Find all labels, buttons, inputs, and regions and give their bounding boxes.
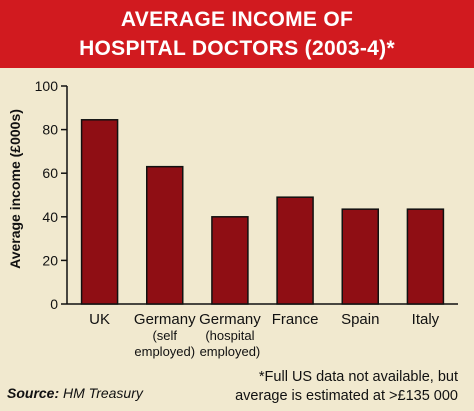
x-category-label: Italy (412, 311, 440, 328)
footnote: *Full US data not available, but average… (218, 368, 458, 406)
source-key: Source: (7, 385, 60, 401)
bar (80, 119, 119, 305)
x-category-label: Germany (199, 311, 261, 328)
bars (80, 119, 445, 305)
y-tick-label: 80 (42, 122, 58, 138)
source-value: HM Treasury (63, 385, 143, 401)
source-line: Source: HM Treasury (7, 385, 143, 401)
x-category-label: (hospital (205, 328, 254, 343)
chart-title-line-2: HOSPITAL DOCTORS (2003-4)* (79, 37, 395, 60)
chart-title-bar: AVERAGE INCOME OF HOSPITAL DOCTORS (2003… (0, 0, 474, 68)
x-category-label: employed) (134, 344, 195, 359)
x-category-label: Germany (134, 311, 196, 328)
x-category-label: employed) (200, 344, 261, 359)
chart-title-line-1: AVERAGE INCOME OF (120, 8, 354, 31)
bar (341, 208, 379, 305)
y-tick-label: 40 (42, 209, 58, 225)
x-category-label: UK (89, 311, 110, 328)
bar (406, 208, 445, 305)
bar (211, 216, 249, 305)
footer: Source: HM Treasury *Full US data not av… (0, 368, 474, 411)
x-category-label: Spain (341, 311, 379, 328)
bar-chart: 0 20 40 60 80 100 Average income (£000s) UK Germ… (7, 78, 458, 359)
y-tick-label: 100 (35, 78, 59, 94)
axes (61, 85, 458, 305)
y-tick-label: 20 (42, 252, 58, 268)
bar (276, 196, 314, 305)
labels: 0 20 40 60 80 100 Average income (£000s) UK Germ… (7, 78, 440, 359)
y-axis-title: Average income (£000s) (7, 109, 23, 269)
y-tick-label: 0 (50, 296, 58, 312)
x-category-label: (self (152, 328, 177, 343)
bar (146, 165, 184, 305)
y-tick-label: 60 (42, 165, 58, 181)
footnote-line-1: *Full US data not available, but (258, 369, 458, 385)
x-category-label: France (272, 311, 319, 328)
footnote-line-2: average is estimated at >£135 000 (235, 388, 458, 404)
